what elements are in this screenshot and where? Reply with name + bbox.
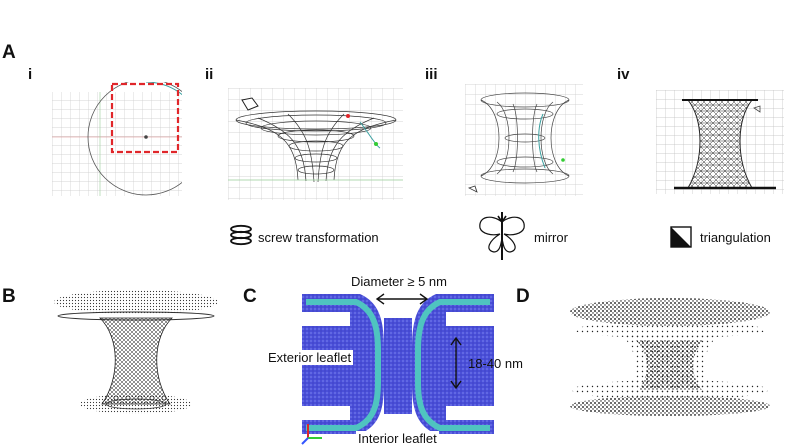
panel-letter-b: B xyxy=(2,286,16,307)
triangulation-caption: triangulation xyxy=(700,230,771,245)
panel-letter-c: C xyxy=(243,286,257,307)
diameter-label: Diameter ≥ 5 nm xyxy=(349,274,449,289)
height-arrow xyxy=(450,336,462,390)
step-numeral-ii: ii xyxy=(205,66,214,83)
panel-letter-a: A xyxy=(2,42,16,63)
spring-icon xyxy=(230,224,252,246)
exterior-leaflet-label: Exterior leaflet xyxy=(266,350,354,365)
dense-point-cloud-figure xyxy=(570,298,770,416)
panel-letter-d: D xyxy=(516,286,530,307)
screw-funnel-figure xyxy=(228,88,403,200)
mirrored-hourglass-figure xyxy=(465,84,583,196)
step-numeral-iv: iv xyxy=(617,66,630,83)
mirror-caption: mirror xyxy=(534,230,568,245)
screw-transformation-caption: screw transformation xyxy=(258,230,379,245)
triangle-square-icon xyxy=(670,226,692,248)
diameter-arrow xyxy=(375,293,429,305)
step-numeral-i: i xyxy=(28,66,33,83)
butterfly-mirror-icon xyxy=(479,212,525,260)
step-numeral-iii: iii xyxy=(425,66,438,83)
height-label: 18-40 nm xyxy=(468,356,523,371)
point-cloud-pore-figure xyxy=(54,290,218,414)
selection-box xyxy=(110,82,180,154)
circle-sketch-figure xyxy=(52,82,182,196)
triangulated-hourglass-figure xyxy=(656,90,784,194)
interior-leaflet-label: Interior leaflet xyxy=(356,431,439,446)
